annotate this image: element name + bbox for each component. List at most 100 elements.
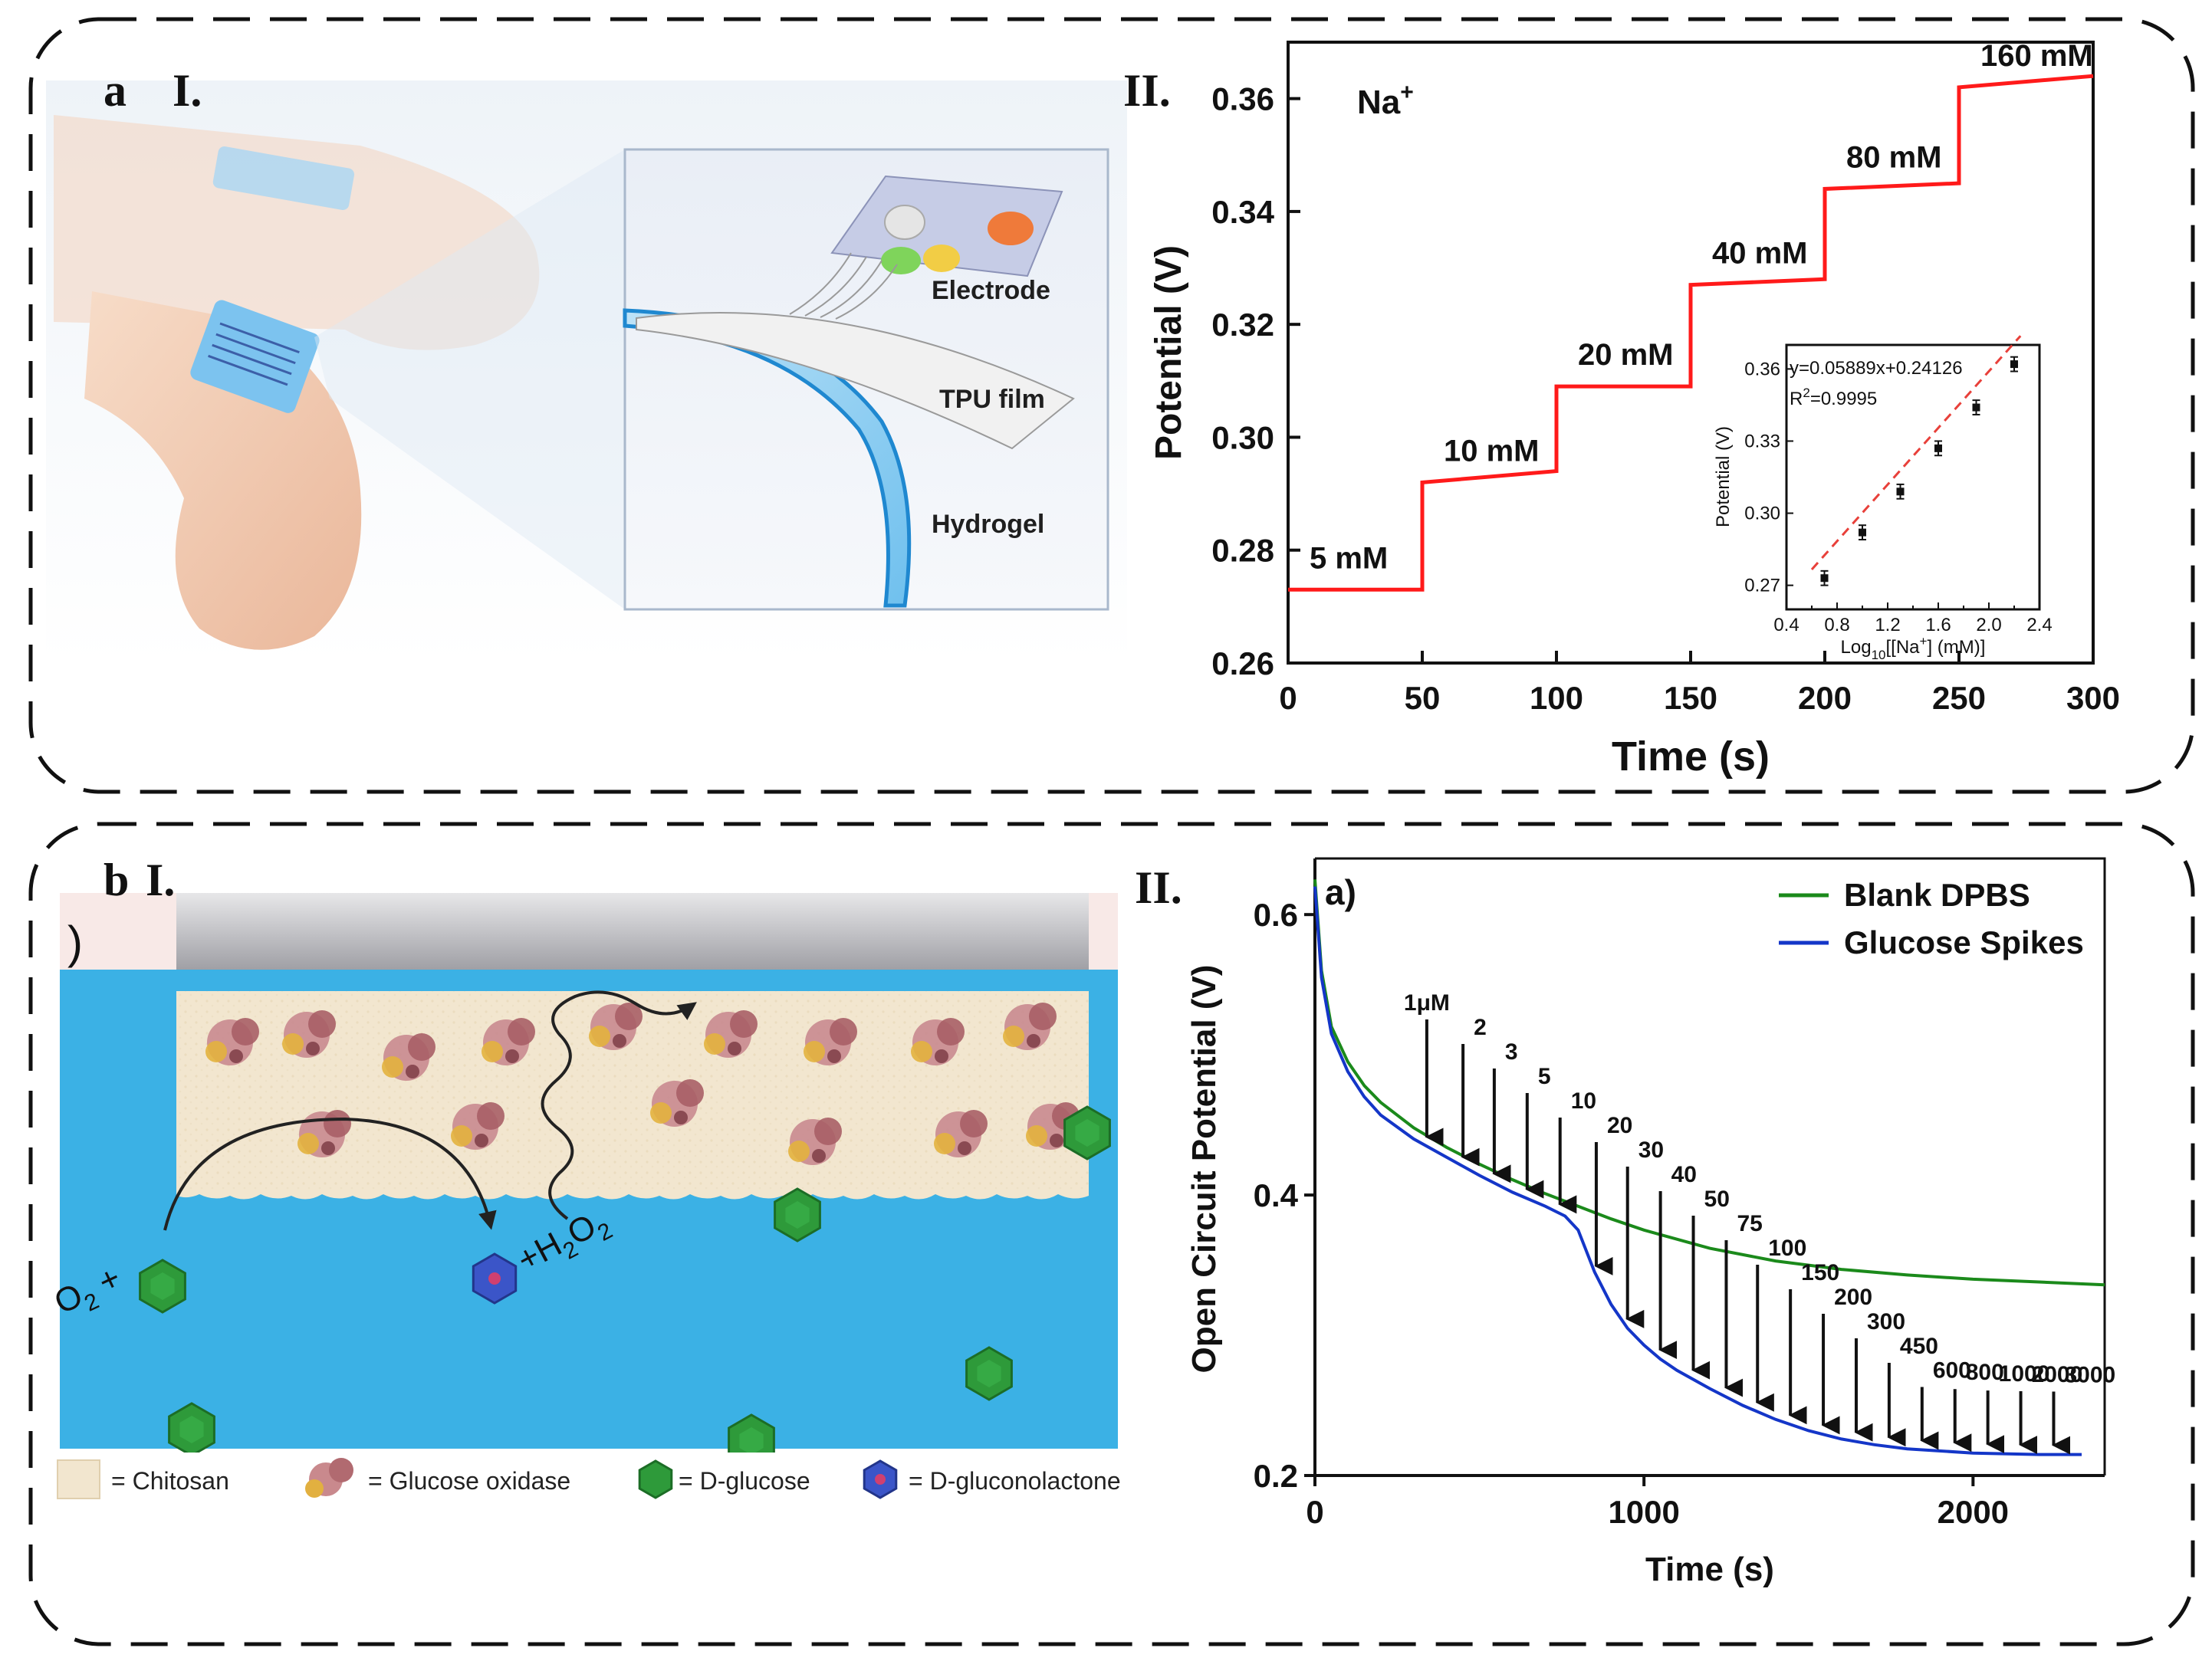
glucose-oxidase-icon xyxy=(297,1110,351,1157)
panel-b-part2-label: II. xyxy=(1135,862,1182,913)
spike-label: 30 xyxy=(1638,1137,1664,1163)
inset-x-tick-label: 0.8 xyxy=(1824,615,1849,635)
spike-label: 800 xyxy=(1966,1360,2004,1385)
inset-data-point xyxy=(2010,360,2018,369)
inset-y-tick-label: 0.33 xyxy=(1744,431,1780,451)
reaction-arrow xyxy=(163,1117,497,1231)
glucose-oxidase-icon xyxy=(205,1018,259,1065)
x-tick-label: 0 xyxy=(1306,1494,1323,1530)
x-tick-label: 0 xyxy=(1279,680,1297,716)
inset-data-point xyxy=(1934,444,1942,452)
inset-plot-frame xyxy=(1785,343,2041,611)
glucose-oxidase-icon xyxy=(804,1018,857,1065)
y-tick-label: 0.30 xyxy=(1211,419,1274,455)
y-tick-label: 0.4 xyxy=(1254,1177,1299,1213)
panel-b-frame xyxy=(28,822,2195,1646)
inset-x-tick-label: 2.4 xyxy=(2026,615,2052,635)
glucose-oxidase-icon xyxy=(482,1018,535,1065)
panel-b-illustration: ) O2 + +H2O2 = Chitosan = Glucose oxidas… xyxy=(49,893,1158,1506)
panel-a-illustration: Electrode TPU film Hydrogel xyxy=(46,80,1127,663)
inset-x-axis-title: Log10[[Na+] (mM)] xyxy=(1841,634,1986,662)
electrode-bar xyxy=(176,893,1089,973)
panel-a-part2-label: II. xyxy=(1123,65,1171,116)
inset-x-tick-label: 1.6 xyxy=(1925,615,1951,635)
panel-a-letter: a xyxy=(104,65,127,116)
spike-label: 3 xyxy=(1505,1039,1518,1065)
spike-annotations: 1μM2351020304050751001502003004506008001… xyxy=(1404,990,2115,1455)
molecule-legend-background xyxy=(54,1453,1158,1506)
x-tick-label: 1000 xyxy=(1608,1494,1679,1530)
spike-label: 1000 xyxy=(1999,1361,2050,1387)
x-tick-label: 50 xyxy=(1405,680,1441,716)
diffusion-arrow xyxy=(541,990,697,1220)
panel-a-frame xyxy=(28,17,2195,794)
tpu-film-layer-icon xyxy=(636,312,1075,450)
legend-d-gluconolactone: = D-gluconolactone xyxy=(909,1467,1121,1495)
sodium-y-axis-title: Potential (V) xyxy=(1149,245,1189,460)
glucose-y-axis: 0.2 0.4 0.6 xyxy=(1254,897,1315,1494)
panel-b-part1-label: I. xyxy=(146,855,175,905)
x-tick-label: 150 xyxy=(1664,680,1717,716)
spike-label: 2000 xyxy=(2032,1362,2083,1387)
sodium-ion-label: Na+ xyxy=(1357,80,1414,121)
inset-r-squared: R2=0.9995 xyxy=(1790,386,1877,409)
x-tick-label: 200 xyxy=(1798,680,1852,716)
glucose-oxidase-icon xyxy=(650,1079,704,1127)
x-tick-label: 100 xyxy=(1530,680,1583,716)
sodium-chart: 0.26 0.28 0.30 0.32 0.34 0.36 0 50 100 150 200 250… xyxy=(1149,39,2120,780)
glucose-x-axis-title: Time (s) xyxy=(1645,1551,1774,1588)
inset-x-tick-label: 1.2 xyxy=(1875,615,1900,635)
series-line-blank-dpbs xyxy=(1313,879,2105,1287)
spike-label: 1μM xyxy=(1404,990,1450,1016)
glucose-plot-frame xyxy=(1315,857,2106,1476)
zoom-wedge xyxy=(314,149,625,609)
spike-label: 40 xyxy=(1671,1162,1697,1187)
cropped-label: ) xyxy=(67,917,83,968)
y-tick-label: 0.36 xyxy=(1211,81,1274,117)
inset-data-point xyxy=(1820,574,1829,583)
panel-b-letter: b xyxy=(104,855,129,905)
spike-label: 5 xyxy=(1538,1064,1551,1089)
step-label: 20 mM xyxy=(1578,338,1674,372)
inset-y-axis: 0.27 0.30 0.33 0.36 xyxy=(1744,359,1793,596)
y-tick-label: 0.26 xyxy=(1211,645,1274,681)
inset-x-axis: 0.4 0.8 1.2 1.6 2.0 2.4 xyxy=(1773,602,2053,635)
spike-label: 20 xyxy=(1607,1113,1632,1138)
spike-label: 75 xyxy=(1737,1211,1762,1236)
series-line-glucose-spikes xyxy=(1313,886,2082,1456)
x-tick-label: 250 xyxy=(1932,680,1986,716)
wrist-sensor-patch-icon xyxy=(212,146,355,210)
panel-a-part1-label: I. xyxy=(173,65,202,116)
sodium-step-trace xyxy=(1288,74,2094,592)
spike-label: 450 xyxy=(1900,1334,1938,1359)
x-tick-label: 300 xyxy=(2066,680,2120,716)
inset-x-tick-label: 2.0 xyxy=(1976,615,2001,635)
sodium-y-axis: 0.26 0.28 0.30 0.32 0.34 0.36 xyxy=(1211,81,1300,681)
inset-data-point xyxy=(1896,487,1905,496)
glucose-oxidase-cluster xyxy=(205,1003,1080,1165)
inset-data-point xyxy=(1972,403,1980,412)
inset-data-point xyxy=(1859,528,1866,537)
spike-label: 200 xyxy=(1834,1285,1872,1310)
spike-label: 600 xyxy=(1933,1357,1971,1383)
glucose-oxidase-icon xyxy=(704,1010,758,1058)
step-label: 10 mM xyxy=(1444,434,1540,468)
inset-points xyxy=(1820,356,2018,586)
sodium-x-axis: 0 50 100 150 200 250 300 xyxy=(1279,651,2120,716)
glucose-oxidase-icon xyxy=(305,1458,353,1498)
legend-label-blank-dpbs: Blank DPBS xyxy=(1844,877,2030,913)
x-tick-label: 2000 xyxy=(1938,1494,2009,1530)
inset-y-axis-title: Potential (V) xyxy=(1713,426,1734,527)
glucose-oxidase-icon xyxy=(382,1033,435,1081)
glucose-oxidase-icon xyxy=(934,1110,988,1157)
y-tick-label: 0.28 xyxy=(1211,533,1274,569)
spike-label: 10 xyxy=(1571,1088,1596,1114)
legend-glucose-oxidase: = Glucose oxidase xyxy=(368,1467,570,1495)
y-tick-label: 0.6 xyxy=(1254,897,1298,933)
inset-y-tick-label: 0.36 xyxy=(1744,359,1780,379)
legend-chitosan: = Chitosan xyxy=(111,1467,229,1495)
inset-x-tick-label: 0.4 xyxy=(1773,615,1799,635)
step-label: 160 mM xyxy=(1980,39,2093,73)
glucose-oxidase-icon xyxy=(1003,1003,1057,1050)
